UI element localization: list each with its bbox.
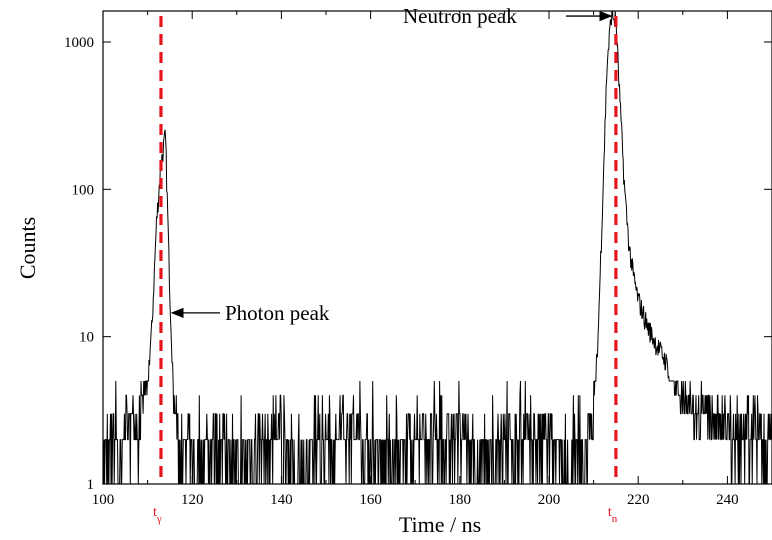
x-tick-label: 220	[627, 492, 650, 508]
x-tick-label: 100	[92, 492, 115, 508]
series-layer	[103, 11, 772, 484]
x-axis-ticks: 100 120 140 160 180 200 220 240	[92, 11, 739, 508]
time-marker-label: tγ	[153, 505, 162, 525]
neutron-peak-label: Neutron peak	[403, 4, 517, 28]
y-tick-label: 1	[87, 477, 95, 493]
x-tick-label: 180	[449, 492, 472, 508]
y-axis-ticks: 1 10 100 1000	[64, 35, 772, 493]
annotation-layer: Neutron peak Photon peak	[170, 4, 613, 325]
x-tick-label: 140	[270, 492, 293, 508]
x-tick-label: 120	[181, 492, 204, 508]
y-axis-title: Counts	[15, 217, 40, 279]
plot-frame	[102, 10, 772, 485]
y-tick-label: 100	[72, 182, 95, 198]
y-tick-label: 1000	[64, 35, 94, 51]
marker-layer: tγ tn	[153, 16, 618, 525]
x-tick-label: 240	[716, 492, 739, 508]
x-axis-title: Time / ns	[399, 512, 481, 537]
photon-peak-label: Photon peak	[225, 301, 330, 325]
x-tick-label: 160	[359, 492, 382, 508]
time-marker-label: tn	[608, 505, 618, 525]
x-tick-label: 200	[538, 492, 561, 508]
series-line	[103, 11, 772, 484]
y-tick-label: 10	[79, 330, 94, 346]
